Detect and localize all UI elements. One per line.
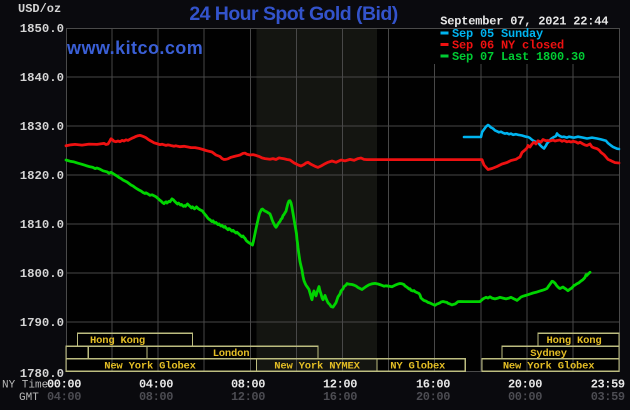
svg-text:00:00: 00:00 bbox=[508, 390, 542, 404]
svg-text:Sep 05 Sunday: Sep 05 Sunday bbox=[452, 27, 543, 41]
svg-text:03:59: 03:59 bbox=[591, 390, 625, 404]
svg-text:1830.0: 1830.0 bbox=[20, 120, 64, 134]
svg-text:NY Time: NY Time bbox=[2, 380, 48, 392]
svg-text:1820.0: 1820.0 bbox=[20, 169, 64, 183]
svg-text:Hong Kong: Hong Kong bbox=[90, 335, 145, 347]
svg-text:New York Globex: New York Globex bbox=[503, 361, 595, 373]
svg-text:12:00: 12:00 bbox=[323, 378, 357, 392]
svg-text:08:00: 08:00 bbox=[139, 390, 173, 404]
svg-text:04:00: 04:00 bbox=[139, 378, 173, 392]
svg-text:08:00: 08:00 bbox=[231, 378, 265, 392]
svg-text:New York NYMEX: New York NYMEX bbox=[274, 361, 360, 373]
svg-text:20:00: 20:00 bbox=[508, 378, 542, 392]
svg-text:20:00: 20:00 bbox=[416, 390, 450, 404]
svg-text:Sep 07 Last 1800.30: Sep 07 Last 1800.30 bbox=[452, 50, 585, 64]
svg-text:Sydney: Sydney bbox=[530, 348, 568, 360]
svg-text:16:00: 16:00 bbox=[323, 390, 357, 404]
svg-text:NY Globex: NY Globex bbox=[390, 361, 446, 373]
svg-text:1850.0: 1850.0 bbox=[20, 22, 64, 36]
svg-text:1800.0: 1800.0 bbox=[20, 267, 64, 281]
svg-text:24 Hour Spot Gold (Bid): 24 Hour Spot Gold (Bid) bbox=[189, 3, 397, 25]
svg-text:23:59: 23:59 bbox=[591, 378, 625, 392]
svg-text:04:00: 04:00 bbox=[47, 390, 81, 404]
svg-text:New York Globex: New York Globex bbox=[104, 361, 196, 373]
svg-text:12:00: 12:00 bbox=[231, 390, 265, 404]
svg-text:1840.0: 1840.0 bbox=[20, 71, 64, 85]
svg-text:September 07, 2021 22:44: September 07, 2021 22:44 bbox=[440, 15, 608, 29]
svg-text:Hong Kong: Hong Kong bbox=[547, 335, 602, 347]
svg-text:1790.0: 1790.0 bbox=[20, 316, 64, 330]
svg-text:GMT: GMT bbox=[19, 392, 39, 404]
svg-text:London: London bbox=[213, 348, 250, 360]
svg-text:USD/oz: USD/oz bbox=[18, 2, 61, 16]
svg-text:1780.0: 1780.0 bbox=[20, 367, 64, 381]
svg-text:www.kitco.com: www.kitco.com bbox=[66, 38, 203, 58]
svg-text:Sep 06 NY closed: Sep 06 NY closed bbox=[452, 39, 564, 53]
svg-text:16:00: 16:00 bbox=[416, 378, 450, 392]
svg-text:1810.0: 1810.0 bbox=[20, 218, 64, 232]
svg-text:00:00: 00:00 bbox=[47, 378, 81, 392]
